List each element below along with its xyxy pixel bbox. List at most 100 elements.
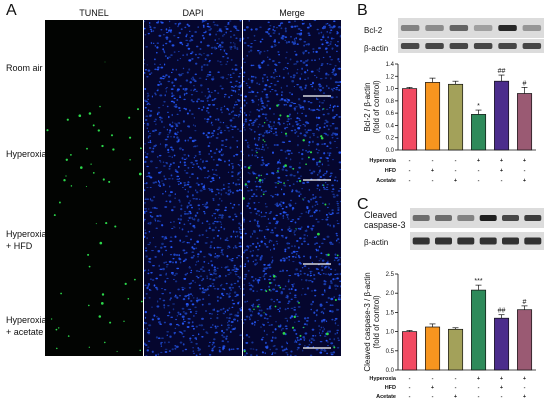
micrograph-merge-row2 [243, 104, 341, 188]
svg-text:(fold of control): (fold of control) [372, 80, 381, 134]
bcl2-western-blot [398, 18, 544, 38]
significance-label: # [523, 80, 527, 87]
micrograph-tunel-row3 [45, 188, 143, 272]
micrograph-dapi-row4 [144, 272, 242, 356]
bar [471, 114, 487, 151]
y-tick-label: 2.0 [386, 291, 395, 297]
condition-sign: + [523, 158, 526, 164]
bar [517, 93, 533, 151]
condition-sign: - [455, 158, 457, 164]
condition-sign: - [455, 168, 457, 174]
micrograph-dapi-row3 [144, 188, 242, 272]
condition-sign: + [500, 168, 503, 174]
row-label-hyperoxia: Hyperoxia [6, 149, 47, 159]
bar [448, 328, 464, 371]
caspase3-western-blot [410, 208, 544, 228]
condition-sign: - [409, 385, 411, 391]
y-axis-label: Bcl-2 / β-actin (fold of control) [363, 80, 381, 134]
condition-label: Hyperoxia [369, 376, 397, 382]
caspase3-actin-western-blot [410, 232, 544, 250]
condition-sign: - [409, 394, 411, 400]
condition-sign: + [500, 376, 503, 382]
condition-sign: - [409, 376, 411, 382]
column-header-dapi: DAPI [182, 8, 204, 18]
y-axis-label: Cleaved caspase-3 / β-actin (fold of cont… [363, 272, 381, 371]
row-label-room-air: Room air [6, 63, 43, 73]
panel-b-letter: B [357, 2, 368, 19]
micrograph-merge-row3 [243, 188, 341, 272]
y-tick-label: 2.5 [386, 272, 395, 278]
condition-sign: - [455, 385, 457, 391]
condition-sign: - [501, 178, 503, 184]
micrograph-dapi-row2 [144, 104, 242, 188]
condition-sign: - [478, 385, 480, 391]
condition-sign: + [454, 394, 457, 400]
condition-sign: - [409, 168, 411, 174]
condition-sign: - [524, 168, 526, 174]
condition-label: Acetate [376, 178, 396, 184]
svg-text:Bcl-2 / β-actin: Bcl-2 / β-actin [363, 82, 372, 131]
condition-sign: + [500, 385, 503, 391]
bar [471, 289, 487, 371]
y-tick-label: 0.6 [386, 111, 395, 117]
condition-sign: - [432, 394, 434, 400]
micrograph-dapi-row1 [144, 20, 242, 104]
micrograph-merge-row1 [243, 20, 341, 104]
bar [402, 88, 418, 151]
bar [402, 331, 418, 371]
y-tick-label: 1.4 [386, 62, 395, 68]
significance-label: * [477, 103, 480, 110]
panel-c-letter: C [357, 196, 369, 213]
condition-sign: + [477, 376, 480, 382]
y-tick-label: 0.0 [386, 148, 395, 154]
micrograph-tunel-row4 [45, 272, 143, 356]
condition-sign: - [432, 376, 434, 382]
y-tick-label: 0.2 [386, 136, 395, 142]
y-tick-label: 0.8 [386, 99, 395, 105]
condition-sign: + [500, 158, 503, 164]
condition-sign: - [501, 394, 503, 400]
condition-sign: - [432, 158, 434, 164]
condition-sign: + [431, 385, 434, 391]
svg-text:Cleaved caspase-3 / β-actin: Cleaved caspase-3 / β-actin [363, 272, 372, 371]
significance-label: # [523, 299, 527, 306]
bar [425, 82, 441, 151]
bar [425, 326, 441, 371]
y-tick-label: 0.0 [386, 368, 395, 374]
condition-sign: + [477, 158, 480, 164]
significance-label: ## [498, 68, 506, 75]
svg-text:(fold of control): (fold of control) [372, 295, 381, 349]
micrograph-merge-row4 [243, 272, 341, 356]
bcl2-blot-label: Bcl-2 [364, 26, 383, 35]
bar [494, 80, 510, 151]
condition-sign: - [478, 394, 480, 400]
y-tick-label: 0.5 [386, 349, 395, 355]
panel-a-letter: A [6, 2, 17, 19]
y-tick-label: 1.2 [386, 74, 395, 80]
micrograph-tunel-row2 [45, 104, 143, 188]
condition-label: Hyperoxia [369, 158, 397, 164]
condition-sign: - [478, 168, 480, 174]
condition-sign: + [431, 168, 434, 174]
condition-sign: - [524, 385, 526, 391]
bar [448, 83, 464, 151]
condition-label: HFD [385, 385, 396, 391]
bcl2-bar-chart: 0.0 0.2 0.4 0.6 0.8 1.0 1.2 1.4 Bcl-2 / β-actin(… [363, 62, 536, 184]
column-header-merge: Merge [279, 8, 305, 18]
condition-sign: + [523, 178, 526, 184]
y-tick-label: 1.5 [386, 310, 395, 316]
y-tick-label: 1.0 [386, 330, 395, 336]
micrograph-tunel-row1 [45, 20, 143, 104]
bar [494, 317, 510, 371]
bar [517, 309, 533, 371]
row-label-hyperoxia-acetate: Hyperoxia + acetate [6, 315, 47, 337]
caspase3-blot-label: Cleaved caspase-3 [364, 210, 406, 230]
significance-label: ## [498, 308, 506, 315]
condition-sign: + [454, 178, 457, 184]
column-header-tunel: TUNEL [79, 8, 109, 18]
condition-sign: - [478, 178, 480, 184]
condition-sign: - [409, 158, 411, 164]
condition-sign: - [455, 376, 457, 382]
condition-sign: + [523, 376, 526, 382]
condition-sign: - [432, 178, 434, 184]
